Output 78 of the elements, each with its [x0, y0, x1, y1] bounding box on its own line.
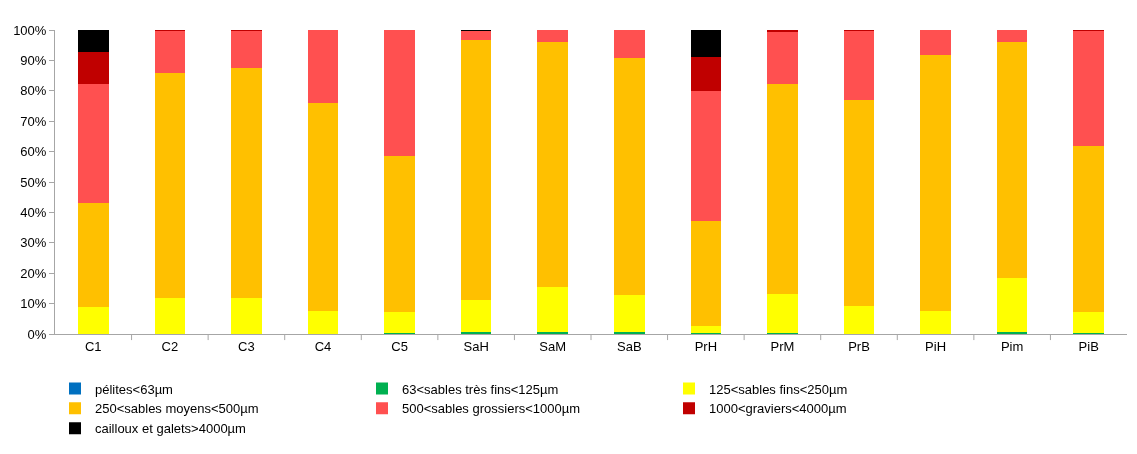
legend-label: 63<sables très fins<125µm	[402, 381, 559, 397]
bar	[920, 55, 951, 311]
bar	[613, 57, 645, 296]
bar	[1073, 145, 1105, 313]
y-tick-label: 0%	[27, 326, 47, 342]
legend-label: 1000<graviers<4000µm	[709, 401, 847, 417]
x-tick-label: PrM	[770, 338, 795, 354]
y-tick-label: 100%	[13, 22, 47, 38]
bar	[767, 294, 798, 334]
y-tick-label: 10%	[20, 296, 47, 312]
bar	[1073, 312, 1105, 334]
x-tick-label: PiH	[925, 338, 947, 354]
bar	[307, 310, 339, 334]
y-tick-label: 50%	[20, 174, 47, 190]
bar	[537, 30, 569, 43]
bar	[231, 298, 262, 334]
x-tick-label: SaM	[539, 338, 567, 354]
x-tick-label: SaH	[463, 338, 489, 354]
bar	[767, 84, 798, 295]
y-tick-label: 70%	[20, 113, 47, 129]
x-tick-label: Pim	[1000, 338, 1024, 354]
bar	[77, 30, 109, 52]
bar	[384, 30, 415, 157]
y-tick-label: 20%	[20, 265, 47, 281]
x-tick-label: C2	[161, 338, 179, 354]
bar	[920, 30, 951, 56]
y-tick-label: 40%	[20, 204, 47, 220]
bar	[613, 30, 645, 58]
bar	[384, 156, 415, 313]
bar	[460, 39, 492, 300]
bar	[231, 68, 262, 299]
bar	[843, 30, 875, 100]
bar	[537, 287, 569, 332]
bar	[613, 295, 645, 333]
bar	[996, 30, 1028, 42]
bar	[231, 30, 262, 68]
bar	[920, 310, 951, 334]
y-tick-label: 80%	[20, 83, 47, 99]
bar	[843, 99, 875, 307]
bar	[690, 220, 722, 326]
y-tick-label: 60%	[20, 144, 47, 160]
legend-label: 500<sables grossiers<1000µm	[402, 401, 581, 417]
y-tick-label: 90%	[20, 52, 47, 68]
x-tick-label: C3	[238, 338, 255, 354]
y-tick-label: 30%	[20, 235, 47, 251]
bar	[767, 31, 798, 85]
bar	[690, 325, 722, 334]
bar	[996, 277, 1028, 332]
x-tick-label: PrB	[848, 338, 870, 354]
legend-label: cailloux et galets>4000µm	[95, 421, 246, 437]
bar	[690, 56, 722, 92]
legend-label: pélites<63µm	[95, 381, 173, 397]
bar	[77, 203, 109, 307]
x-tick-label: PrH	[694, 338, 718, 354]
bar	[77, 84, 109, 204]
bar	[460, 299, 492, 333]
x-tick-label: C5	[391, 338, 408, 354]
bar	[460, 30, 492, 40]
bar	[307, 102, 339, 311]
x-tick-label: C1	[84, 338, 102, 354]
bar	[154, 73, 186, 299]
bar	[77, 51, 109, 85]
x-tick-label: PiB	[1078, 338, 1099, 354]
x-tick-label: C4	[314, 338, 332, 354]
bar	[154, 30, 186, 74]
x-tick-label: SaB	[617, 338, 642, 354]
bar	[843, 306, 875, 334]
bar	[307, 30, 339, 103]
legend-label: 250<sables moyens<500µm	[95, 401, 259, 417]
bar	[154, 298, 186, 334]
bar	[384, 312, 415, 334]
bar	[690, 91, 722, 221]
bar	[537, 42, 569, 288]
legend-label: 125<sables fins<250µm	[709, 381, 848, 397]
bar	[690, 30, 722, 57]
bar	[1073, 30, 1105, 146]
bar	[996, 41, 1028, 278]
bar	[77, 306, 109, 334]
